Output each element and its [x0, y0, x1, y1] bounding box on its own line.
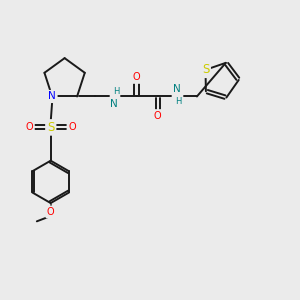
Text: H: H [175, 97, 182, 106]
Text: O: O [68, 122, 76, 132]
Text: O: O [133, 72, 140, 82]
Text: S: S [202, 63, 209, 76]
Text: H: H [113, 87, 119, 96]
Text: O: O [154, 111, 162, 121]
Text: O: O [26, 122, 33, 132]
Text: N: N [48, 92, 56, 101]
Text: S: S [47, 121, 54, 134]
Text: N: N [110, 99, 118, 109]
Text: O: O [47, 207, 55, 217]
Text: N: N [173, 84, 181, 94]
